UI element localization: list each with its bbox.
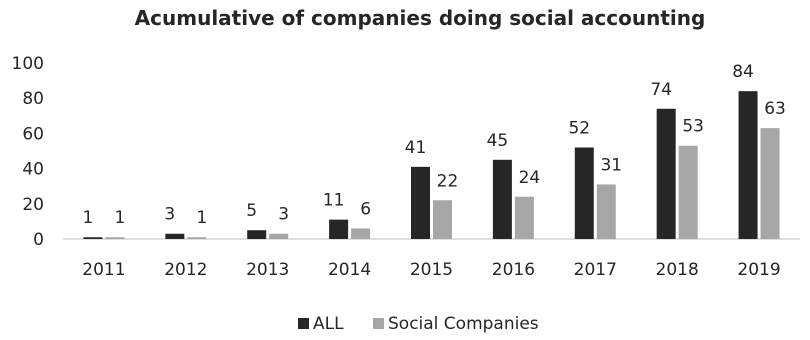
data-label: 31 bbox=[600, 155, 622, 175]
x-tick-label: 2016 bbox=[492, 260, 535, 280]
y-tick-label: 80 bbox=[22, 89, 44, 109]
y-tick-label: 60 bbox=[22, 124, 44, 144]
legend-swatch-social-companies bbox=[373, 318, 384, 329]
legend-swatch-all bbox=[298, 318, 309, 329]
data-label: 11 bbox=[323, 191, 345, 211]
bar-all bbox=[411, 166, 430, 239]
bar-social-companies bbox=[433, 200, 452, 239]
data-label: 5 bbox=[246, 201, 257, 221]
bar-social-companies bbox=[351, 228, 371, 239]
data-label: 3 bbox=[164, 205, 175, 225]
bar-all bbox=[329, 219, 349, 239]
bar-all bbox=[83, 237, 103, 239]
data-label: 45 bbox=[487, 131, 509, 151]
bar-all bbox=[165, 233, 185, 239]
x-tick-label: 2012 bbox=[164, 260, 207, 280]
legend-label: Social Companies bbox=[388, 314, 539, 334]
legend-label: ALL bbox=[313, 314, 344, 334]
x-tick-label: 2019 bbox=[737, 260, 780, 280]
data-label: 1 bbox=[115, 208, 126, 228]
data-label: 22 bbox=[437, 171, 459, 191]
bar-social-companies bbox=[514, 196, 534, 239]
data-label: 3 bbox=[278, 205, 289, 225]
y-tick-label: 100 bbox=[12, 54, 44, 74]
y-tick-label: 40 bbox=[22, 160, 44, 180]
data-label: 1 bbox=[196, 208, 207, 228]
bar-all bbox=[492, 159, 512, 239]
bar-social-companies bbox=[678, 145, 698, 239]
bar-social-companies bbox=[596, 184, 616, 239]
chart-title: Acumulative of companies doing social ac… bbox=[135, 6, 706, 30]
x-tick-label: 2015 bbox=[410, 260, 453, 280]
y-tick-label: 20 bbox=[22, 195, 44, 215]
y-axis: 0 20 40 60 80 100 bbox=[12, 54, 44, 250]
data-label: 63 bbox=[764, 99, 786, 119]
x-tick-label: 2013 bbox=[246, 260, 289, 280]
bar-social-companies bbox=[269, 233, 289, 239]
bar-social-companies bbox=[187, 237, 207, 239]
y-tick-label: 0 bbox=[33, 230, 44, 250]
x-tick-label: 2018 bbox=[656, 260, 699, 280]
data-label: 74 bbox=[650, 80, 672, 100]
bar-social-companies bbox=[760, 128, 780, 239]
data-label: 6 bbox=[360, 199, 371, 219]
bars bbox=[83, 91, 780, 239]
bar-social-companies bbox=[105, 237, 125, 239]
x-tick-label: 2017 bbox=[574, 260, 617, 280]
x-axis: 2011 2012 2013 2014 2015 2016 2017 2018 2019 bbox=[82, 260, 780, 280]
x-tick-label: 2014 bbox=[328, 260, 371, 280]
legend: ALL Social Companies bbox=[298, 314, 539, 334]
bar-all bbox=[247, 230, 267, 239]
data-label: 1 bbox=[83, 208, 94, 228]
data-label: 53 bbox=[682, 117, 704, 137]
bar-all bbox=[738, 91, 758, 239]
data-label: 52 bbox=[568, 118, 590, 138]
bar-all bbox=[574, 147, 594, 239]
data-label: 84 bbox=[732, 62, 754, 82]
x-tick-label: 2011 bbox=[82, 260, 125, 280]
data-label: 24 bbox=[519, 168, 541, 188]
bar-all bbox=[656, 108, 676, 239]
data-label: 41 bbox=[405, 138, 427, 158]
